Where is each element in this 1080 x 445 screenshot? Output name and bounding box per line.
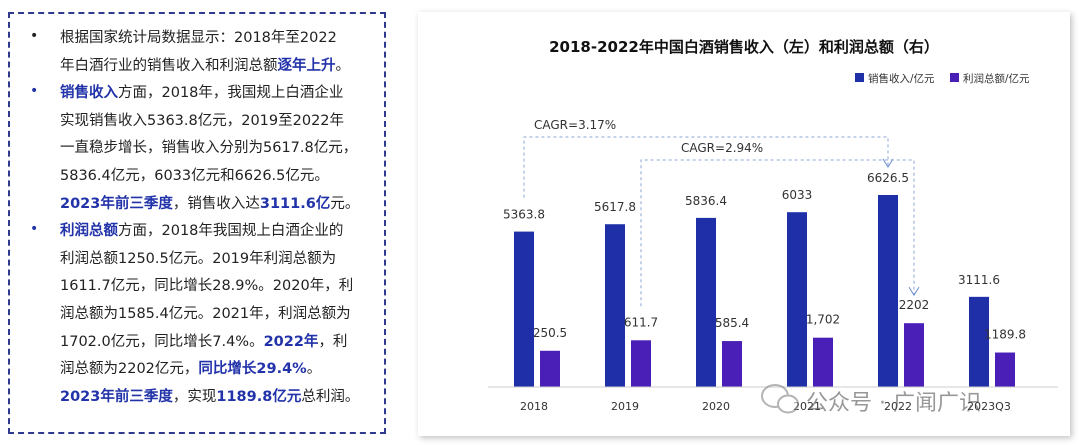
data-label: 250.5 — [533, 326, 567, 340]
bar-profit — [540, 350, 560, 387]
highlight-text: 3111.6亿 — [259, 195, 331, 212]
paragraph-line: 润总额为1585.4亿元。2021年，利润总额为 — [60, 304, 380, 324]
paragraph-line: 润总额为2202亿元，同比增长29.4%。 — [60, 359, 380, 379]
highlight-text: 2023年前三季度 — [60, 388, 173, 405]
body-text: 润总额为1585.4亿元。2021年，利润总额为 — [60, 306, 351, 322]
paragraph-line: 年白酒行业的销售收入和利润总额逐年上升。 — [60, 56, 380, 76]
body-text: 实现销售收入5363.8亿元，2019至2022年 — [60, 112, 345, 129]
body-text: 方面，2018年，我国规上白酒企业 — [118, 85, 344, 102]
data-label: 5617.8 — [594, 200, 636, 214]
body-text: 润总额为2202亿元， — [60, 361, 199, 378]
bar-revenue — [878, 195, 898, 387]
data-label: 611.7 — [624, 315, 658, 329]
bar-profit — [722, 341, 742, 387]
highlight-text: 同比增长29.4% — [198, 361, 307, 378]
body-text: 一直稳步增长，销售收入分别为5617.8亿元， — [60, 140, 358, 157]
body-text: 利润总额1250.5亿元。2019年利润总额为 — [60, 250, 337, 267]
body-text: 1611.7亿元，同比增长28.9%。2020年，利 — [60, 278, 354, 295]
highlight-text: 2023年前三季度 — [60, 195, 173, 212]
x-tick-label: 2020 — [702, 400, 730, 413]
paragraph-line: 5836.4亿元，6033亿元和6626.5亿元。 — [60, 166, 380, 186]
bar-profit — [813, 337, 833, 387]
text-panel: • 根据国家统计局数据显示：2018年至2022 年白酒行业的销售收入和利润总额逐年… — [8, 12, 386, 434]
body-text: ，销售收入达 — [172, 195, 260, 212]
data-label: 5836.4 — [685, 194, 727, 208]
body-text: 。 — [306, 361, 322, 378]
body-text: ，利 — [318, 333, 348, 350]
paragraph-line: 2023年前三季度，实现1189.8亿元总利润。 — [60, 387, 380, 407]
chart-panel: 2018-2022年中国白酒销售收入（左）和利润总额（右） 销售收入/亿元 利润总额… — [418, 12, 1070, 436]
bullet-marker: • — [30, 83, 39, 100]
legend-swatch — [855, 73, 864, 82]
bar-profit — [631, 340, 651, 387]
paragraph-line: 销售收入方面，2018年，我国规上白酒企业 — [60, 83, 380, 103]
body-text: ，实现 — [172, 388, 217, 405]
x-tick-label: 2023Q3 — [967, 400, 1011, 413]
bar-revenue — [605, 224, 625, 387]
highlight-text: 2022年 — [263, 333, 319, 350]
cagr-arrowhead — [908, 286, 920, 297]
legend-label: 利润总额/亿元 — [963, 72, 1030, 85]
paragraph-line: 2023年前三季度，销售收入达3111.6亿元。 — [60, 194, 380, 214]
bar-profit — [904, 323, 924, 387]
bar-revenue — [696, 217, 716, 387]
bar-revenue — [514, 231, 534, 387]
paragraph-line: 利润总额1250.5亿元。2019年利润总额为 — [60, 249, 380, 269]
highlight-text: 销售收入 — [60, 85, 118, 102]
cagr-label: CAGR=2.94% — [681, 141, 763, 155]
bullet-marker: • — [30, 28, 39, 44]
paragraph-line: 实现销售收入5363.8亿元，2019至2022年 — [60, 111, 380, 131]
x-tick-label: 2022 — [884, 400, 912, 413]
x-tick-label: 2019 — [611, 400, 639, 413]
bar-chart: 2018-2022年中国白酒销售收入（左）和利润总额（右） 销售收入/亿元 利润总额… — [488, 38, 1058, 416]
legend-swatch — [950, 73, 959, 82]
body-text: 。 — [335, 57, 351, 74]
bar-revenue — [787, 212, 807, 387]
data-label: 5363.8 — [503, 208, 545, 222]
x-tick-label: 2021 — [793, 400, 821, 413]
body-text: 元。 — [330, 195, 360, 212]
cagr-arrowhead — [882, 158, 894, 168]
body-text: 年白酒行业的销售收入和利润总额 — [60, 57, 278, 74]
data-label: 6626.5 — [867, 171, 909, 185]
data-label: 3111.6 — [958, 273, 1000, 287]
data-label: 1189.8 — [984, 328, 1026, 342]
cagr-connector — [640, 159, 915, 307]
paragraph-line: 1611.7亿元，同比增长28.9%。2020年，利 — [60, 276, 380, 296]
data-label: 6033 — [782, 188, 813, 202]
body-text: 方面，2018年我国规上白酒企业的 — [118, 223, 344, 240]
x-tick-label: 2018 — [520, 400, 548, 413]
data-label: 2202 — [899, 298, 930, 312]
bullet-marker: • — [30, 221, 39, 238]
highlight-text: 利润总额 — [60, 223, 118, 240]
data-label: 585.4 — [715, 316, 749, 330]
cagr-label: CAGR=3.17% — [534, 118, 616, 132]
paragraph-line: 一直稳步增长，销售收入分别为5617.8亿元， — [60, 138, 380, 158]
wechat-icon — [761, 384, 799, 414]
chart-title: 2018-2022年中国白酒销售收入（左）和利润总额（右） — [549, 38, 939, 56]
paragraph-line: 根据国家统计局数据显示：2018年至2022 — [60, 28, 380, 48]
bar-revenue — [969, 296, 989, 387]
legend-label: 销售收入/亿元 — [868, 72, 935, 85]
data-label: 1,702 — [806, 313, 840, 327]
body-text: 总利润。 — [301, 388, 360, 405]
highlight-text: 逐年上升 — [277, 57, 336, 74]
cagr-connector — [523, 136, 889, 198]
highlight-text: 1189.8亿元 — [216, 388, 302, 405]
paragraph-line: 利润总额方面，2018年我国规上白酒企业的 — [60, 221, 380, 241]
body-text: 根据国家统计局数据显示：2018年至2022 — [60, 30, 337, 46]
paragraph-line: 1702.0亿元，同比增长7.4%。2022年，利 — [60, 332, 380, 352]
watermark-text: 公众号 · 广闻广识 — [806, 391, 981, 416]
bar-profit — [995, 352, 1015, 387]
body-text: 1702.0亿元，同比增长7.4%。 — [60, 333, 264, 350]
body-text: 5836.4亿元，6033亿元和6626.5亿元。 — [60, 168, 329, 184]
